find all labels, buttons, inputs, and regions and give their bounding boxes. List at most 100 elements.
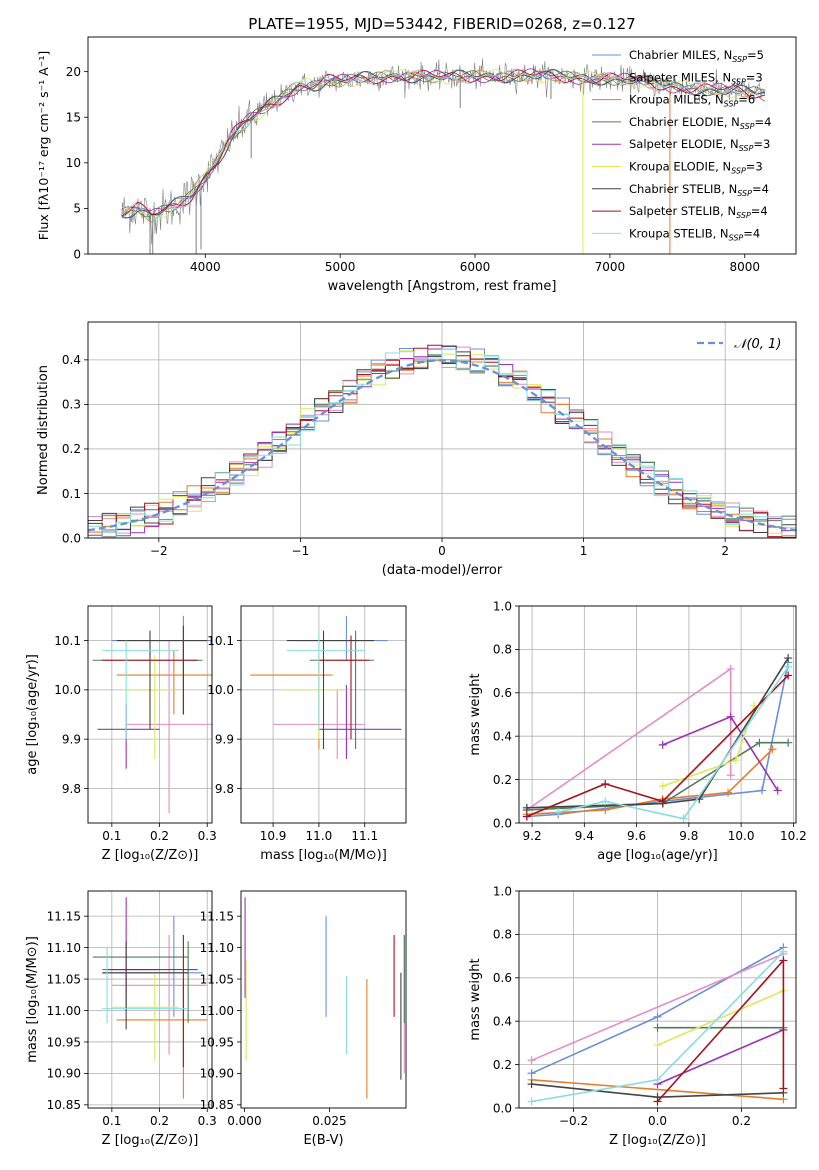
y-axis-label: Normed distribution: [36, 365, 51, 495]
errorbar-3: [92, 640, 203, 715]
y-axis-label: age [log₁₀(age/yr)]: [25, 654, 40, 775]
y-tick-label: 10.0: [54, 683, 81, 697]
y-axis-label: mass weight: [468, 673, 483, 755]
x-tick-label: 9.6: [627, 829, 646, 843]
plot-area: [522, 654, 793, 823]
legend-label: Chabrier STELIB, NSSP=4: [629, 182, 769, 198]
x-axis-label: Z [log₁₀(Z/Z⊙)]: [609, 1133, 706, 1148]
y-tick-labels: 10.85 10.90 10.95 11.00 11.05 11.10 11.15: [200, 909, 241, 1112]
x-tick-label: 9.2: [523, 829, 542, 843]
weight-marker: [726, 664, 735, 673]
y-tick-label: 0.4: [493, 730, 512, 744]
legend: Chabrier MILES, NSSP=5 Salpeter MILES, NS…: [592, 48, 771, 242]
panel-weight-vs-age: 9.2 9.4 9.6 9.8 10.0 10.2 0.0 0.2 0.4 0.6 0.8 1.0 ag…: [468, 599, 807, 863]
x-tick-label: 0.3: [198, 829, 217, 843]
legend-label: Salpeter STELIB, NSSP=4: [629, 204, 768, 220]
x-tick-label: 9.4: [575, 829, 594, 843]
y-tick-label: 0.4: [493, 1015, 512, 1029]
panel-weight-vs-Z: −0.2 0.0 0.2 0.0 0.2 0.4 0.6 0.8 1.0 Z [log₁₀(Z/Z…: [468, 884, 797, 1148]
plot-area: [250, 615, 402, 759]
legend-label: Chabrier ELODIE, NSSP=4: [629, 115, 771, 131]
weight-line-4: [657, 1029, 784, 1085]
x-tick-label: −0.2: [559, 1114, 588, 1128]
model-spectrum-8: [121, 69, 766, 222]
legend-label: 𝒩(0, 1): [734, 337, 781, 352]
x-tick-label: 1: [580, 544, 588, 558]
y-axis-label: Flux [fλ10⁻¹⁷ erg cm⁻² s⁻¹ A⁻¹]: [36, 51, 51, 240]
weight-marker: [601, 805, 610, 814]
y-tick-label: 0.2: [62, 442, 81, 456]
x-tick-label: −1: [292, 544, 310, 558]
weight-marker: [784, 738, 793, 747]
plot-area: [88, 344, 796, 538]
x-tick-labels: 10.9 11.0 11.1: [260, 823, 378, 843]
legend-label: Kroupa STELIB, NSSP=4: [629, 226, 760, 242]
weight-marker: [653, 1097, 662, 1106]
weight-line-1: [531, 953, 784, 1062]
legend-label: Salpeter MILES, NSSP=3: [629, 70, 763, 86]
y-tick-label: 10.0: [207, 683, 234, 697]
errorbar-8: [102, 947, 189, 1024]
figure-title: PLATE=1955, MJD=53442, FIBERID=0268, z=0…: [248, 15, 635, 33]
errorbar-0: [296, 615, 388, 661]
weight-marker: [724, 788, 733, 797]
y-tick-label: 10.90: [200, 1067, 234, 1081]
plot-area: [121, 58, 766, 254]
y-tick-label: 0.8: [493, 643, 512, 657]
y-tick-labels: 0 5 10 15 20: [66, 65, 88, 261]
plot-area: [527, 943, 788, 1106]
y-tick-label: 0.6: [493, 971, 512, 985]
y-tick-label: 1.0: [493, 599, 512, 613]
errorbar-5: [111, 972, 179, 1061]
y-tick-label: 9.9: [62, 732, 81, 746]
histogram-7: [88, 344, 796, 538]
errorbar-7: [318, 635, 370, 740]
x-tick-label: 11.1: [351, 829, 378, 843]
weight-marker: [758, 786, 767, 795]
weight-marker: [658, 782, 667, 791]
y-tick-labels: 0.0 0.2 0.4 0.6 0.8 1.0: [493, 599, 519, 830]
errorbar-6: [116, 630, 208, 730]
y-tick-label: 10.95: [200, 1035, 234, 1049]
weight-marker: [527, 1056, 536, 1065]
model-spectrum-6: [121, 69, 766, 219]
y-tick-label: 0.2: [493, 1058, 512, 1072]
panel-age-vs-mass: 10.9 11.0 11.1 9.8 9.9 10.0 10.1 mass [log₁₀(M/…: [207, 605, 407, 863]
y-tick-label: 10.1: [54, 634, 81, 648]
weight-marker: [601, 797, 610, 806]
weight-marker: [653, 1075, 662, 1084]
y-tick-label: 0.1: [62, 487, 81, 501]
y-axis-label: mass [log₁₀(M/M⊙)]: [25, 936, 40, 1063]
model-spectrum-1: [121, 68, 766, 217]
weight-line-8: [558, 666, 789, 820]
weight-marker: [779, 956, 788, 965]
legend-label: Salpeter ELODIE, NSSP=3: [629, 137, 770, 153]
x-axis-label: Z [log₁₀(Z/Z⊙)]: [102, 848, 199, 863]
axes-frame: [518, 890, 797, 1109]
y-axis-label: mass weight: [468, 958, 483, 1040]
y-tick-label: 0.0: [62, 531, 81, 545]
weight-marker: [726, 771, 735, 780]
weight-line-2: [531, 1079, 784, 1101]
weight-marker: [527, 1080, 536, 1089]
x-tick-label: −2: [150, 544, 168, 558]
y-tick-label: 0.4: [62, 353, 81, 367]
weight-marker: [653, 1012, 662, 1021]
x-tick-labels: −0.2 0.0 0.2: [559, 1108, 751, 1128]
panel-spectrum: 4000 5000 6000 7000 8000 0 5 10 15 20 wavelength […: [36, 36, 797, 294]
x-tick-labels: −2 −1 0 1 2: [150, 538, 729, 558]
histogram-8: [88, 348, 796, 538]
weight-line-1: [526, 667, 732, 811]
weight-line-5: [657, 990, 784, 1046]
x-tick-label: 0.0: [648, 1114, 667, 1128]
y-tick-labels: 10.85 10.90 10.95 11.00 11.05 11.10 11.15: [47, 909, 88, 1112]
y-tick-label: 0.3: [62, 398, 81, 412]
errorbar-1: [126, 640, 212, 814]
y-tick-label: 0.0: [493, 816, 512, 830]
y-tick-label: 0.0: [493, 1101, 512, 1115]
y-tick-label: 0.8: [493, 928, 512, 942]
y-tick-label: 10.85: [200, 1098, 234, 1112]
errorbar-2: [116, 979, 208, 1099]
y-tick-labels: 9.8 9.9 10.0 10.1: [54, 634, 88, 796]
weight-marker: [784, 671, 793, 680]
